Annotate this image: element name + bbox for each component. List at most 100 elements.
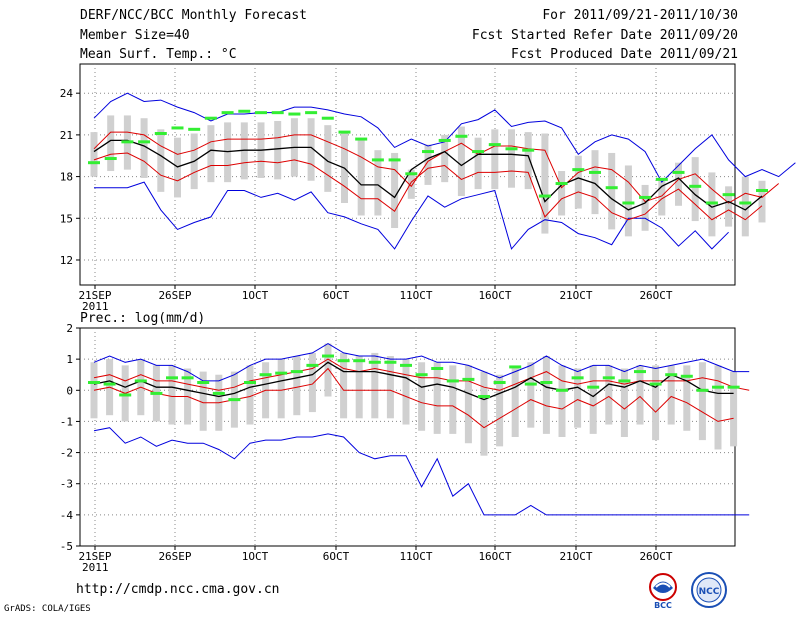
panel1-observed-mark <box>188 127 201 131</box>
panel2-ensemble-box <box>308 352 316 413</box>
panel2-observed-mark <box>587 385 600 389</box>
panel1-observed-mark <box>271 111 284 115</box>
panel1-observed-mark <box>88 161 100 165</box>
panel1-ensemble-box <box>357 140 365 216</box>
panel2-observed-mark <box>181 376 194 380</box>
panel1-ensemble-box <box>491 129 499 190</box>
panel2-ensemble-box <box>683 365 691 431</box>
panel2-ensemble-box <box>449 365 457 434</box>
panel1-ensemble-box <box>691 157 699 222</box>
panel2-observed-mark <box>212 391 225 395</box>
panel1-observed-mark <box>655 177 668 181</box>
panel2-observed-mark <box>680 374 693 378</box>
panel1-ensemble-box <box>207 125 215 183</box>
panel1-ensemble-box <box>457 126 465 197</box>
panel1-observed-mark <box>705 201 718 205</box>
panel2-ensemble-box <box>542 356 550 434</box>
panel2-observed-mark <box>228 398 241 402</box>
panel2-ensemble-box <box>511 368 519 437</box>
panel2-ensemble-box <box>464 365 472 444</box>
panel1-ensemble-box <box>741 176 749 237</box>
panel2-observed-mark <box>524 382 537 386</box>
panel2-xtick-label: 26SEP <box>158 550 191 563</box>
panel2-observed-mark <box>696 388 709 392</box>
panel2-observed-mark <box>384 360 397 364</box>
panel1-ensemble-box <box>725 186 733 227</box>
panel2-ensemble-box <box>698 362 706 441</box>
panel2-observed-mark <box>244 381 256 384</box>
panel2-observed-mark <box>634 370 646 374</box>
panel2-observed-mark <box>259 373 272 377</box>
footer-url-link[interactable]: http://cmdp.ncc.cma.gov.cn <box>76 582 280 597</box>
panel2-ensemble-box <box>168 365 176 425</box>
panel2-ensemble-box <box>402 359 410 425</box>
panel1-ytick-label: 24 <box>60 87 74 100</box>
panel1-ensemble-box <box>474 137 482 190</box>
panel2-ensemble-box <box>527 362 535 428</box>
panel2-observed-mark <box>322 354 334 358</box>
panel1-min-line <box>94 181 729 250</box>
panel1-ensemble-box <box>758 180 766 223</box>
panel1-observed-mark <box>422 150 434 154</box>
panel2-observed-mark <box>727 385 740 389</box>
panel1-xtick-label: 1OCT <box>242 289 269 302</box>
panel2-ensemble-box <box>433 362 441 434</box>
panel1-ensemble-box <box>541 133 549 234</box>
panel1-ensemble-box <box>658 179 666 216</box>
panel2-ensemble-box <box>605 365 613 425</box>
panel1-observed-mark <box>589 170 601 174</box>
panel2-ensemble-box <box>340 352 348 419</box>
panel1-xtick-label: 21OCT <box>559 289 592 302</box>
panel2-ensemble-box <box>636 365 644 425</box>
panel2-ensemble-box <box>496 374 504 447</box>
chart-title: DERF/NCC/BCC Monthly Forecast <box>80 8 307 23</box>
panel1-ytick-label: 15 <box>60 212 73 225</box>
refer-date-label: Fcst Started Refer Date 2011/09/20 <box>471 28 738 43</box>
panel2-observed-mark <box>119 393 132 397</box>
panel2-observed-mark <box>88 381 100 384</box>
panel2-observed-mark <box>368 360 381 364</box>
panel2-observed-mark <box>462 377 475 381</box>
panel1-observed-mark <box>138 140 151 144</box>
panel2-observed-mark <box>540 381 553 384</box>
panel1-ensemble-box <box>407 169 415 199</box>
panel1-ensemble-box <box>424 144 432 185</box>
panel2-xtick-label: 21SEP <box>78 550 111 563</box>
panel2-observed-mark <box>618 379 631 383</box>
panel1-ensemble-box <box>157 129 165 192</box>
panel1-observed-mark <box>522 148 535 152</box>
panel2-observed-mark <box>415 373 428 377</box>
panel1-ensemble-box <box>608 152 616 230</box>
panel1-xtick-label: 11OCT <box>399 289 432 302</box>
panel2-observed-mark <box>400 363 412 367</box>
panel1-ytick-label: 21 <box>60 129 73 142</box>
panel2-ensemble-box <box>714 365 722 450</box>
panel2-ensemble-box <box>589 365 597 434</box>
panel2-ensemble-box <box>480 371 488 456</box>
panel1-frame <box>79 63 736 286</box>
panel1-xtick-label: 21SEP <box>78 289 111 302</box>
panel1-observed-mark <box>488 143 501 147</box>
panel2-ytick-label: -3 <box>60 478 73 491</box>
panel2-observed-mark <box>197 381 210 384</box>
panel1-ytick-label: 18 <box>60 171 73 184</box>
ncc-logo-text: NCC <box>699 587 720 597</box>
panel2-observed-mark <box>556 388 568 392</box>
panel2-ensemble-box <box>199 371 207 431</box>
panel2-observed-mark <box>306 363 319 367</box>
panel1-upper-line <box>93 131 780 204</box>
panel2-ytick-label: 2 <box>66 322 73 335</box>
panel2-ytick-label: -2 <box>60 447 73 460</box>
panel2-observed-mark <box>103 382 116 386</box>
panel2-ensemble-box <box>293 356 301 416</box>
panel1-observed-mark <box>538 194 551 198</box>
panel2-ensemble-box <box>652 365 660 441</box>
panel2-xtick-label: 6OCT <box>323 550 350 563</box>
bcc-logo-text: BCC <box>654 601 672 610</box>
panel2-observed-mark <box>571 376 584 380</box>
panel1-xtick-year: 2011 <box>82 300 109 313</box>
panel2-ensemble-box <box>574 368 582 428</box>
panel1-observed-mark <box>288 112 301 116</box>
panel2-lower-line <box>93 367 734 429</box>
